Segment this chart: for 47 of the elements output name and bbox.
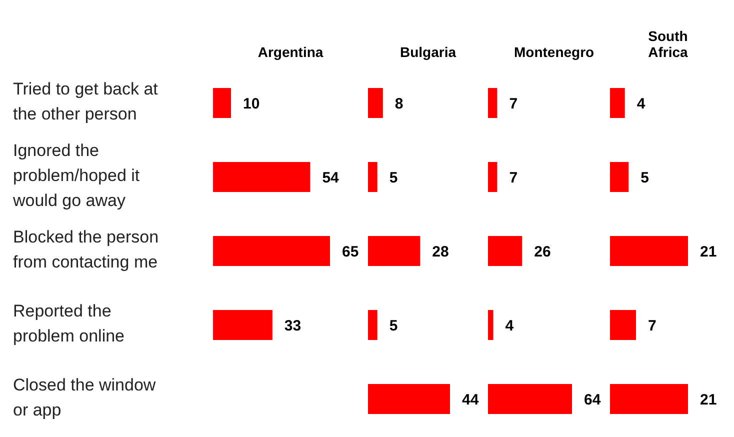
data-label: 5 <box>640 169 649 186</box>
data-label: 4 <box>505 317 514 334</box>
bar <box>488 236 522 266</box>
data-label: 65 <box>342 243 359 260</box>
data-label: 8 <box>394 95 404 112</box>
data-label: 64 <box>584 391 602 408</box>
bar <box>610 162 629 192</box>
bar <box>213 162 310 192</box>
y-tick-label: Blocked the person from contacting me <box>13 228 159 272</box>
data-label: 44 <box>462 391 480 408</box>
data-label: 21 <box>700 243 717 260</box>
chart-title: South Africa <box>647 28 689 62</box>
bar <box>213 88 231 118</box>
y-tick-label: Ignored the problem/hoped it would go away <box>12 141 140 210</box>
data-label: 21 <box>700 391 717 408</box>
chart-title: Argentina <box>256 44 324 62</box>
bar <box>610 88 625 118</box>
data-label: 5 <box>389 169 398 186</box>
chart-title: Bulgaria <box>398 44 458 62</box>
bar <box>488 162 498 192</box>
data-label: 28 <box>432 243 449 260</box>
bar <box>368 88 383 118</box>
data-label: 7 <box>509 169 518 186</box>
y-tick-label: Closed the window or app <box>13 376 156 420</box>
bar <box>610 384 688 414</box>
bar <box>368 384 450 414</box>
data-label: 33 <box>284 317 302 334</box>
data-label: 7 <box>509 95 518 112</box>
bar <box>368 162 378 192</box>
bar <box>368 236 420 266</box>
data-label: 4 <box>636 95 646 112</box>
chart-title: Montenegro <box>514 44 594 62</box>
bar <box>488 384 572 414</box>
bar <box>213 236 330 266</box>
y-tick-label: Reported the problem online <box>13 302 125 346</box>
bar <box>368 310 378 340</box>
bar <box>213 310 272 340</box>
data-label: 10 <box>243 95 260 112</box>
data-label: 54 <box>322 169 340 186</box>
bar <box>488 88 498 118</box>
data-label: 26 <box>534 243 551 260</box>
bar <box>610 310 636 340</box>
data-label: 7 <box>648 317 656 334</box>
bar <box>610 236 688 266</box>
bar <box>488 310 494 340</box>
data-label: 5 <box>389 317 398 334</box>
y-tick-label: Tried to get back at the other person <box>13 80 158 124</box>
